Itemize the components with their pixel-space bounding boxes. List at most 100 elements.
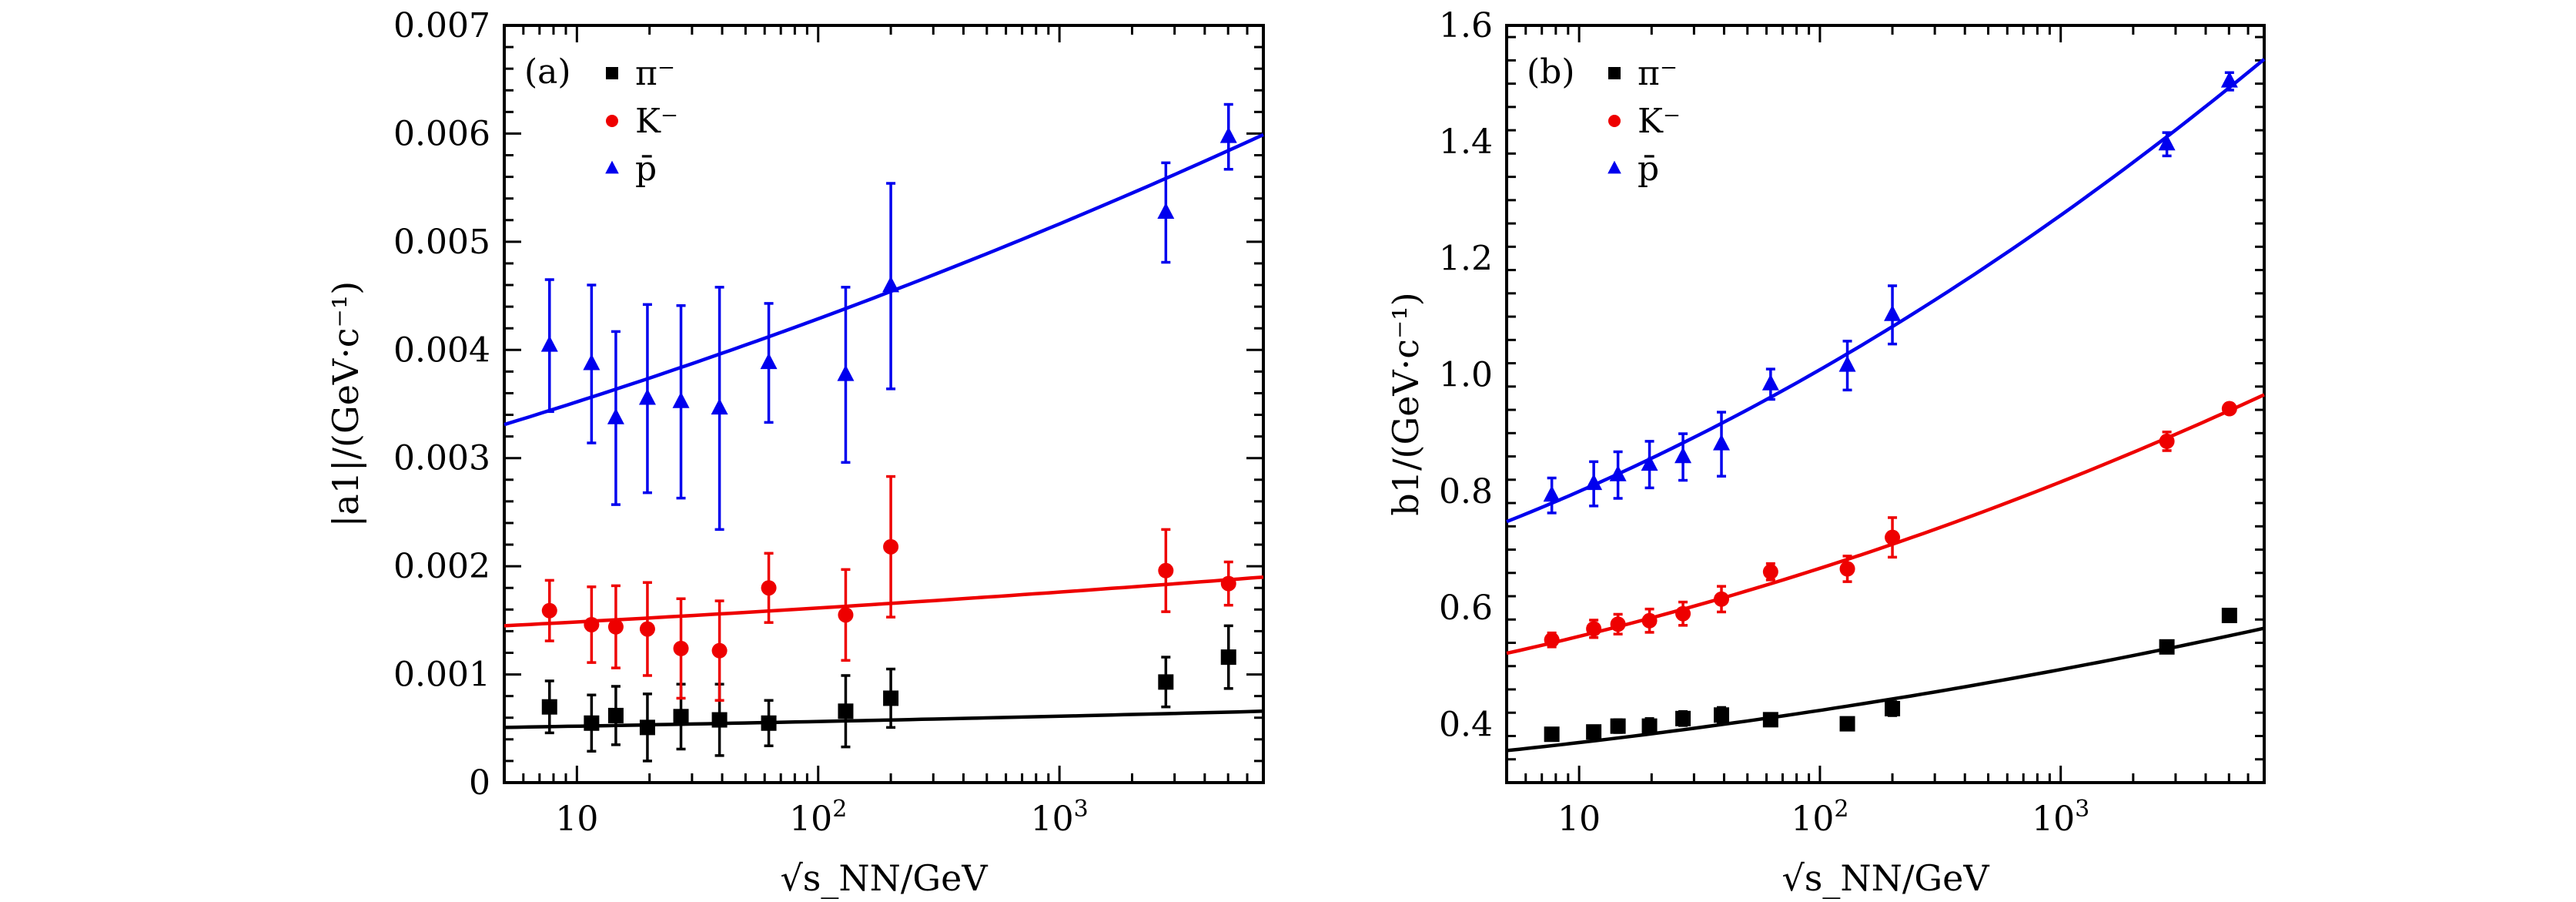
legend-label: p̄ (1638, 149, 1659, 189)
x-tick-label: 102 (789, 796, 847, 839)
data-point (1609, 464, 1627, 481)
fit-curve (503, 709, 1264, 729)
data-point (1586, 724, 1602, 740)
data-point (1220, 575, 1236, 592)
legend-marker (1607, 160, 1621, 174)
data-point (583, 354, 601, 371)
legend-marker (1608, 67, 1621, 79)
data-point (638, 388, 656, 405)
data-point (1544, 632, 1560, 648)
data-point (761, 715, 777, 731)
data-point (2159, 639, 2175, 655)
data-point (2220, 71, 2238, 88)
data-point (1762, 564, 1778, 580)
data-point (584, 715, 600, 731)
data-point (1219, 126, 1237, 143)
data-point (541, 699, 557, 715)
data-point (1585, 474, 1603, 491)
fit-curve (1506, 393, 2265, 656)
data-point (711, 398, 728, 415)
data-point (882, 276, 900, 293)
data-point (1762, 712, 1778, 728)
data-point (711, 712, 728, 728)
data-point (673, 709, 689, 725)
panel-label: (a) (524, 52, 571, 92)
y-tick-label: 0.001 (393, 656, 490, 695)
y-tick-label: 1.2 (1439, 239, 1493, 278)
legend-marker (606, 67, 618, 79)
legend-label: π⁻ (635, 54, 675, 93)
data-point (672, 391, 690, 408)
fit-curve (1506, 626, 2265, 753)
y-tick-label: 0.003 (393, 439, 490, 478)
panel-label: (b) (1527, 52, 1575, 92)
series-circle (503, 474, 1264, 702)
data-point (1641, 454, 1658, 471)
data-point (1674, 447, 1692, 464)
data-point (1220, 649, 1236, 666)
data-point (1158, 562, 1174, 578)
data-point (1675, 710, 1691, 726)
data-point (711, 642, 728, 659)
data-point (1713, 434, 1731, 451)
series-triangle (1506, 58, 2266, 524)
data-point (1885, 529, 1901, 545)
data-point (639, 719, 655, 736)
data-point (541, 602, 557, 619)
data-point (2158, 134, 2176, 151)
legend-marker (605, 160, 619, 174)
legend-label: p̄ (635, 149, 657, 189)
data-point (1885, 700, 1901, 716)
data-point (760, 353, 778, 370)
data-point (883, 538, 899, 555)
data-point (761, 580, 777, 596)
data-point (607, 619, 624, 635)
legend-marker (606, 115, 618, 127)
x-tick-label: 10 (1557, 800, 1601, 839)
series-square (503, 624, 1264, 763)
series-square (1506, 607, 2265, 753)
data-point (1157, 202, 1175, 219)
data-point (1544, 726, 1560, 743)
fit-curve (503, 575, 1264, 628)
data-point (673, 640, 689, 656)
data-point (1675, 605, 1691, 622)
x-tick-label: 102 (1791, 796, 1848, 839)
y-tick-label: 0.005 (393, 223, 490, 262)
data-point (2221, 607, 2237, 623)
data-point (1839, 716, 1855, 732)
data-point (1641, 612, 1658, 629)
y-tick-label: 0 (469, 763, 490, 803)
x-tick-label: 103 (2032, 796, 2089, 839)
y-tick-label: 0.007 (393, 6, 490, 45)
data-point (639, 621, 655, 637)
data-point (1610, 616, 1626, 632)
y-tick-label: 0.8 (1439, 472, 1493, 511)
fit-curve (503, 132, 1264, 427)
x-tick-label: 10 (555, 800, 598, 839)
data-point (1610, 718, 1626, 734)
data-point (607, 707, 624, 723)
x-tick-label: 103 (1031, 796, 1089, 839)
legend-marker (1608, 115, 1621, 127)
y-tick-label: 1.0 (1439, 356, 1493, 395)
y-tick-label: 0.6 (1439, 588, 1493, 628)
plot-frame (1505, 24, 2266, 784)
fit-curve (1506, 58, 2266, 524)
data-point (2221, 401, 2237, 417)
data-point (883, 690, 899, 706)
data-point (1543, 485, 1561, 502)
data-point (1884, 304, 1902, 321)
data-point (1761, 374, 1779, 391)
data-point (540, 335, 558, 352)
y-axis-title: |a1|/(GeV·c⁻¹) (325, 281, 366, 527)
data-point (2159, 433, 2175, 449)
data-point (837, 364, 855, 381)
series-triangle (503, 102, 1264, 531)
panel-a: 10 102 103 0 0.001 0.002 0.003 0.004 0.005 0.006 0… (325, 6, 1265, 899)
legend-label: K⁻ (1638, 102, 1681, 141)
data-point (1586, 621, 1602, 637)
plot-frame (503, 24, 1265, 784)
data-point (838, 703, 854, 719)
